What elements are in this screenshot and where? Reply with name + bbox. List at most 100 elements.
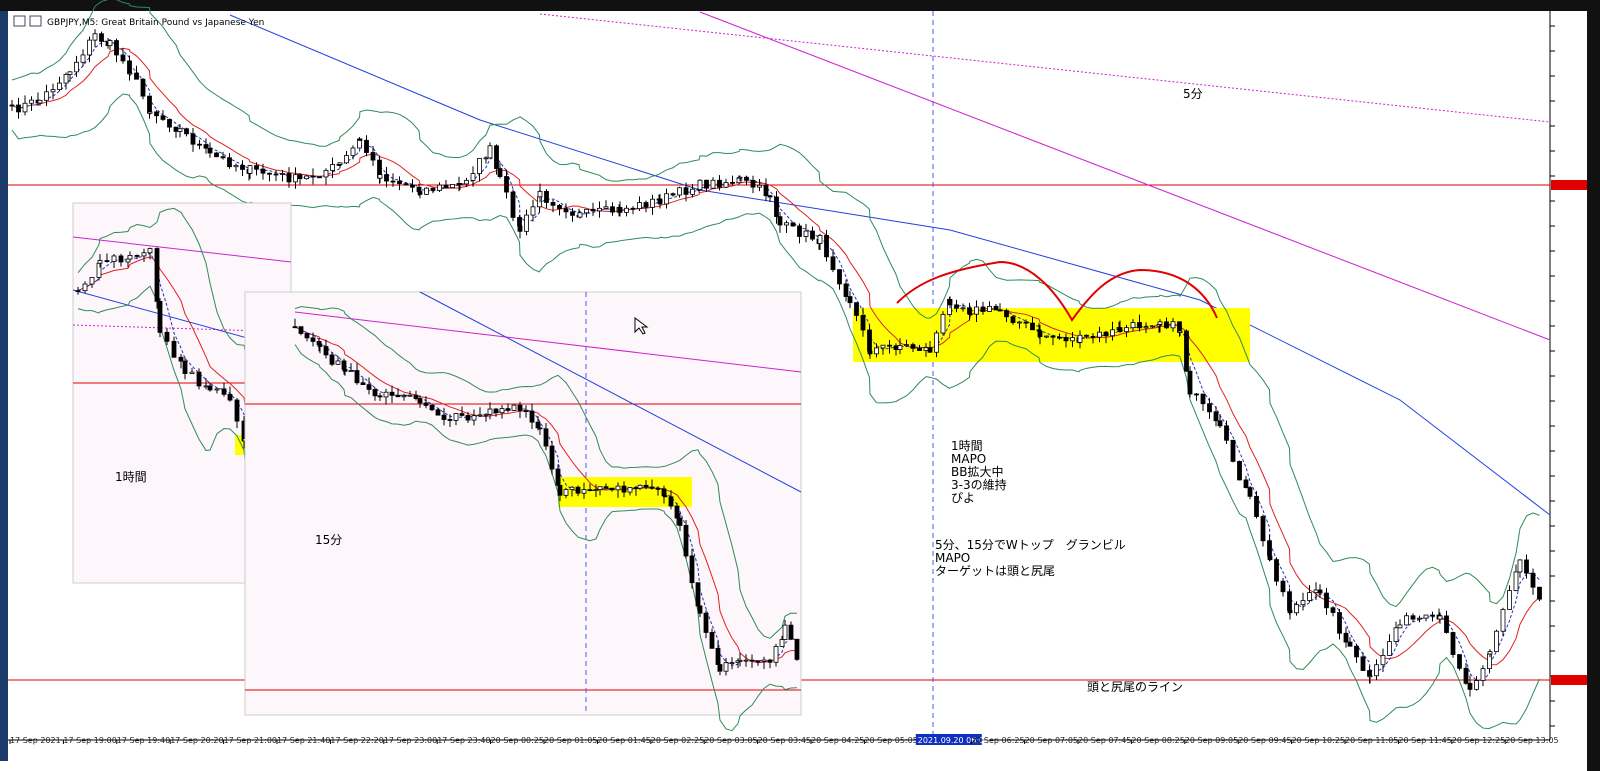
candle-body xyxy=(389,391,395,396)
candle-body xyxy=(689,555,695,584)
candle-body xyxy=(897,345,903,350)
candle-body xyxy=(1243,479,1249,488)
candle-body xyxy=(1170,321,1176,329)
candle-body xyxy=(511,404,517,411)
time-label: 20 Sep 11:45 xyxy=(1398,736,1451,745)
candle-body xyxy=(357,138,363,141)
candle-body xyxy=(517,404,523,411)
candle-body xyxy=(304,333,310,339)
candle-body xyxy=(662,495,668,498)
candle-body xyxy=(1280,580,1286,593)
price-tag xyxy=(1551,180,1587,190)
candle-body xyxy=(147,111,153,114)
candle-body xyxy=(1330,607,1336,613)
highlight-box xyxy=(853,308,1250,362)
candle-body xyxy=(587,489,593,492)
candle-body xyxy=(447,419,453,421)
candle-body xyxy=(120,54,126,62)
candle-body xyxy=(617,207,623,213)
time-label: 20 Sep 06:25 xyxy=(971,736,1024,745)
candle-body xyxy=(1294,604,1299,614)
candle-body xyxy=(569,486,575,490)
candle-body xyxy=(435,409,441,416)
candle-body xyxy=(227,157,232,168)
candle-body xyxy=(1530,572,1536,588)
toolbar-icon[interactable] xyxy=(13,15,26,27)
candle-body xyxy=(1457,654,1462,669)
candle-body xyxy=(555,468,561,486)
toolbar-icon[interactable] xyxy=(29,15,42,27)
candle-body xyxy=(670,193,676,196)
candle-body xyxy=(782,624,788,640)
candle-body xyxy=(1057,336,1062,339)
time-label: 17 Sep 22:20 xyxy=(330,736,383,745)
candle-body xyxy=(695,582,701,607)
candle-body xyxy=(709,632,715,649)
candle-body xyxy=(683,525,689,557)
right-edge xyxy=(1587,11,1600,771)
inset-15m xyxy=(244,291,802,732)
candle-body xyxy=(710,179,716,189)
left-edge xyxy=(0,11,8,761)
candle-body xyxy=(111,255,117,262)
ma-slow xyxy=(699,11,1551,341)
candle-body xyxy=(557,484,563,496)
ma-mid xyxy=(419,291,802,493)
candle-body xyxy=(1130,322,1136,329)
candle-body xyxy=(164,331,170,342)
candle-body xyxy=(1077,334,1083,343)
price-tag xyxy=(1551,675,1587,685)
candle-body xyxy=(544,190,549,203)
candle-body xyxy=(1404,615,1409,626)
candle-body xyxy=(189,371,195,374)
candle-body xyxy=(390,180,396,183)
time-label: 17 Sep 23:00 xyxy=(384,736,437,745)
candle-body xyxy=(342,368,348,372)
candle-body xyxy=(63,74,69,84)
candle-body xyxy=(1494,630,1499,653)
candle-body xyxy=(197,143,202,146)
candle-body xyxy=(581,489,587,494)
candle-body xyxy=(147,248,153,254)
candle-body xyxy=(609,487,615,491)
candle-body xyxy=(1177,330,1183,333)
candle-body xyxy=(767,195,773,198)
time-label: 20 Sep 12:25 xyxy=(1452,736,1505,745)
candle-body xyxy=(517,225,523,232)
time-label: 20 Sep 13:05 xyxy=(1505,736,1558,745)
time-label: 17 Sep 21:00 xyxy=(224,736,277,745)
candle-body xyxy=(1430,614,1435,617)
candle-body xyxy=(1117,327,1123,332)
candle-body xyxy=(317,176,322,179)
candle-body xyxy=(1084,334,1089,337)
annotation-line: MAPO xyxy=(935,551,970,565)
time-label: 20 Sep 08:25 xyxy=(1131,736,1184,745)
candle-body xyxy=(615,485,621,491)
candle-body xyxy=(597,207,602,212)
candle-body xyxy=(717,664,723,672)
bollinger-upper xyxy=(294,306,798,639)
candle-body xyxy=(563,489,569,496)
candle-body xyxy=(910,344,916,349)
candle-body xyxy=(80,54,86,63)
candle-body xyxy=(621,485,627,493)
candle-body xyxy=(757,184,762,188)
candle-body xyxy=(830,256,836,271)
candle-body xyxy=(184,128,189,135)
candle-body xyxy=(424,187,429,195)
candle-body xyxy=(1450,632,1456,655)
candle-body xyxy=(177,128,183,132)
candle-body xyxy=(157,300,163,333)
candle-body xyxy=(737,176,743,179)
candle-body xyxy=(917,347,922,351)
candle-body xyxy=(543,428,549,447)
candle-body xyxy=(125,258,131,263)
time-label: 20 Sep 11:05 xyxy=(1345,736,1398,745)
candle-body xyxy=(234,399,240,422)
annotation-line: ターゲットは頭と尻尾 xyxy=(935,564,1055,578)
candle-body xyxy=(383,391,389,398)
candle-body xyxy=(280,173,285,175)
candle-body xyxy=(664,193,669,205)
candle-body xyxy=(1044,335,1049,338)
